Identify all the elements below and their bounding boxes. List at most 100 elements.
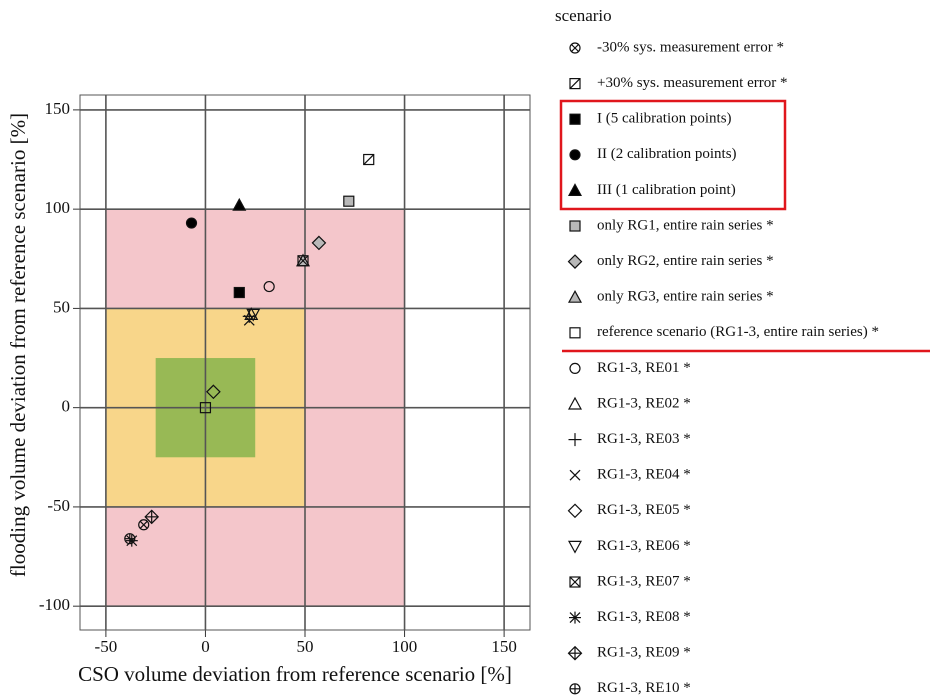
- marker-shape: [567, 183, 583, 196]
- data-point: [206, 384, 221, 400]
- legend-label: II (2 calibration points): [597, 146, 737, 162]
- marker-stroke: [297, 255, 309, 267]
- legend-label: RG1-3, RE02 *: [597, 395, 691, 411]
- legend-marker: [567, 183, 583, 196]
- marker-shape: [569, 149, 581, 161]
- legend-marker: [567, 503, 583, 519]
- marker-shape: [233, 286, 245, 299]
- legend-marker: [569, 362, 581, 374]
- legend-label: only RG2, entire rain series *: [597, 253, 774, 269]
- legend-marker: [569, 113, 581, 125]
- legend-label: RG1-3, RE07 *: [597, 573, 691, 589]
- x-tick-label: 0: [201, 637, 210, 656]
- legend-marker: [568, 433, 582, 447]
- x-tick-label: 50: [297, 637, 314, 656]
- data-point: [233, 286, 245, 299]
- y-tick-label: -50: [47, 496, 70, 515]
- x-tick-label: 100: [392, 637, 418, 656]
- marker-stroke: [569, 469, 581, 481]
- marker-shape: [569, 327, 581, 339]
- legend-marker: [569, 576, 581, 588]
- legend-marker: [569, 611, 581, 624]
- marker-shape: [567, 540, 583, 554]
- legend-marker: [567, 396, 583, 410]
- marker-shape: [567, 503, 583, 519]
- legend-label: I (5 calibration points): [597, 111, 732, 127]
- legend-marker: [567, 645, 583, 661]
- legend-marker: [569, 683, 581, 695]
- y-tick-label: 50: [53, 297, 70, 316]
- marker-shape: [363, 153, 375, 166]
- legend-marker: [569, 149, 581, 161]
- marker-stroke: [139, 520, 148, 529]
- data-point: [232, 197, 247, 211]
- marker-shape: [244, 307, 259, 320]
- marker-shape: [343, 195, 355, 207]
- data-point: [144, 509, 160, 525]
- data-point: [138, 519, 150, 531]
- legend-label: RG1-3, RE01 *: [597, 360, 691, 376]
- legend-label: only RG3, entire rain series *: [597, 289, 774, 305]
- legend-marker: [567, 254, 583, 269]
- y-tick-label: 100: [45, 198, 71, 217]
- marker-shape: [569, 77, 581, 90]
- marker-shape: [567, 396, 583, 410]
- marker-shape: [569, 576, 581, 588]
- legend-label: only RG1, entire rain series *: [597, 217, 774, 233]
- data-point: [243, 314, 255, 326]
- marker-stroke: [569, 78, 581, 90]
- legend-label: +30% sys. measurement error *: [597, 75, 788, 91]
- marker-shape: [567, 254, 583, 269]
- legend-label: RG1-3, RE03 *: [597, 431, 691, 447]
- data-point: [124, 533, 136, 545]
- marker-shape: [246, 308, 261, 322]
- marker-shape: [569, 113, 581, 125]
- legend-marker: [569, 469, 581, 481]
- marker-shape: [311, 235, 327, 251]
- y-tick-label: -100: [39, 595, 70, 614]
- legend-label: RG1-3, RE08 *: [597, 609, 691, 625]
- marker-shape: [567, 289, 583, 303]
- data-point: [244, 307, 259, 320]
- data-point: [311, 235, 327, 251]
- data-point: [363, 153, 375, 166]
- marker-shape: [138, 519, 150, 531]
- legend-marker: [569, 77, 581, 90]
- legend-title: scenario: [555, 6, 612, 25]
- marker-stroke: [569, 576, 581, 588]
- x-tick-label: 150: [491, 637, 517, 656]
- legend-marker: [567, 540, 583, 554]
- y-axis-label: flooding volume deviation from reference…: [6, 113, 30, 577]
- highlight-box: [559, 99, 787, 211]
- data-point: [297, 255, 309, 267]
- y-tick-label: 0: [62, 397, 71, 416]
- marker-stroke: [363, 154, 375, 165]
- marker-stroke: [243, 314, 255, 326]
- legend-label: RG1-3, RE09 *: [597, 645, 691, 661]
- legend-label: RG1-3, RE05 *: [597, 502, 691, 518]
- y-tick-label: 150: [45, 99, 71, 118]
- plot-frame: [79, 94, 531, 631]
- marker-stroke: [571, 44, 579, 52]
- legend-marker: [567, 289, 583, 303]
- marker-shape: [263, 280, 275, 293]
- legend-marker: [569, 220, 581, 232]
- legend-label: RG1-3, RE10 *: [597, 680, 691, 696]
- marker-shape: [569, 42, 581, 54]
- legend-label: RG1-3, RE06 *: [597, 538, 691, 554]
- data-point: [199, 402, 212, 414]
- legend-label: RG1-3, RE04 *: [597, 467, 691, 483]
- data-point: [246, 308, 261, 322]
- x-axis-label: CSO volume deviation from reference scen…: [78, 662, 512, 686]
- legend-label: III (1 calibration point): [597, 182, 736, 198]
- legend-label: -30% sys. measurement error *: [597, 39, 784, 55]
- data-point: [125, 534, 138, 547]
- legend-marker: [569, 42, 581, 54]
- data-point: [185, 217, 198, 229]
- legend-label: reference scenario (RG1-3, entire rain s…: [597, 324, 879, 340]
- data-point: [263, 280, 275, 293]
- marker-stroke: [569, 612, 581, 624]
- marker-shape: [199, 402, 212, 414]
- marker-shape: [206, 384, 221, 400]
